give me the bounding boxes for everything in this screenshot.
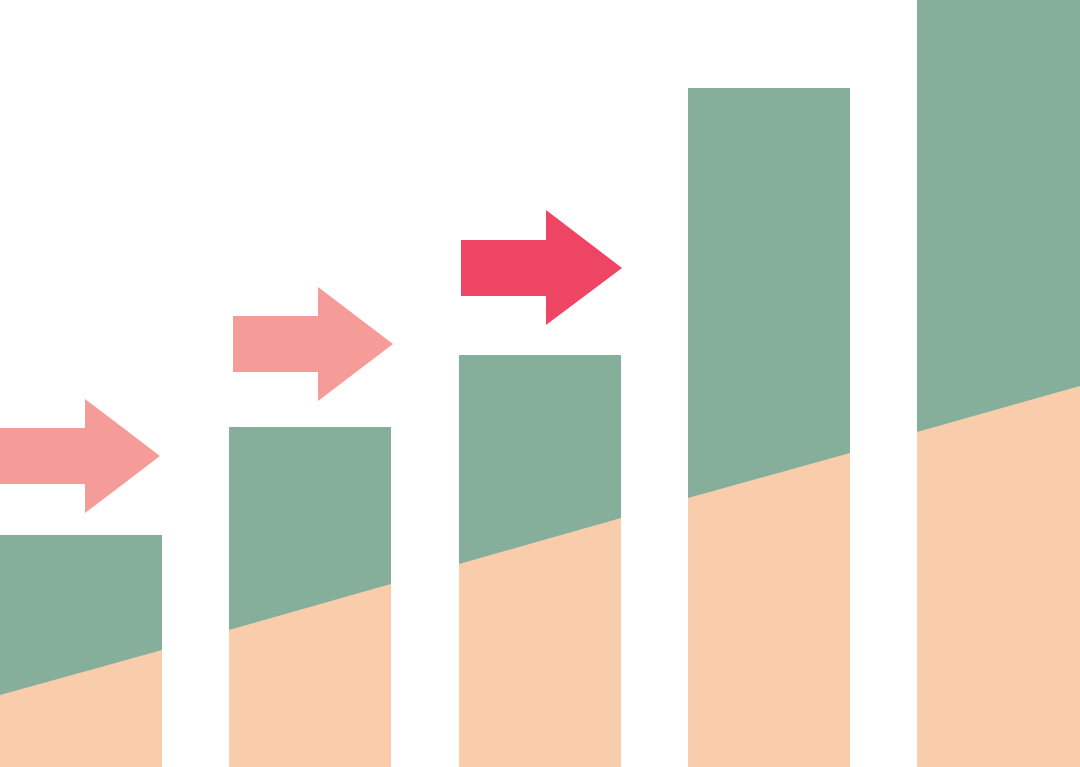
bar-base [0,650,162,767]
arrow [461,210,622,325]
bar-base [229,584,391,767]
arrow [233,287,393,401]
bar-base [459,518,621,767]
bar-base [917,386,1080,767]
arrow [0,399,160,513]
bar-base [688,453,850,767]
